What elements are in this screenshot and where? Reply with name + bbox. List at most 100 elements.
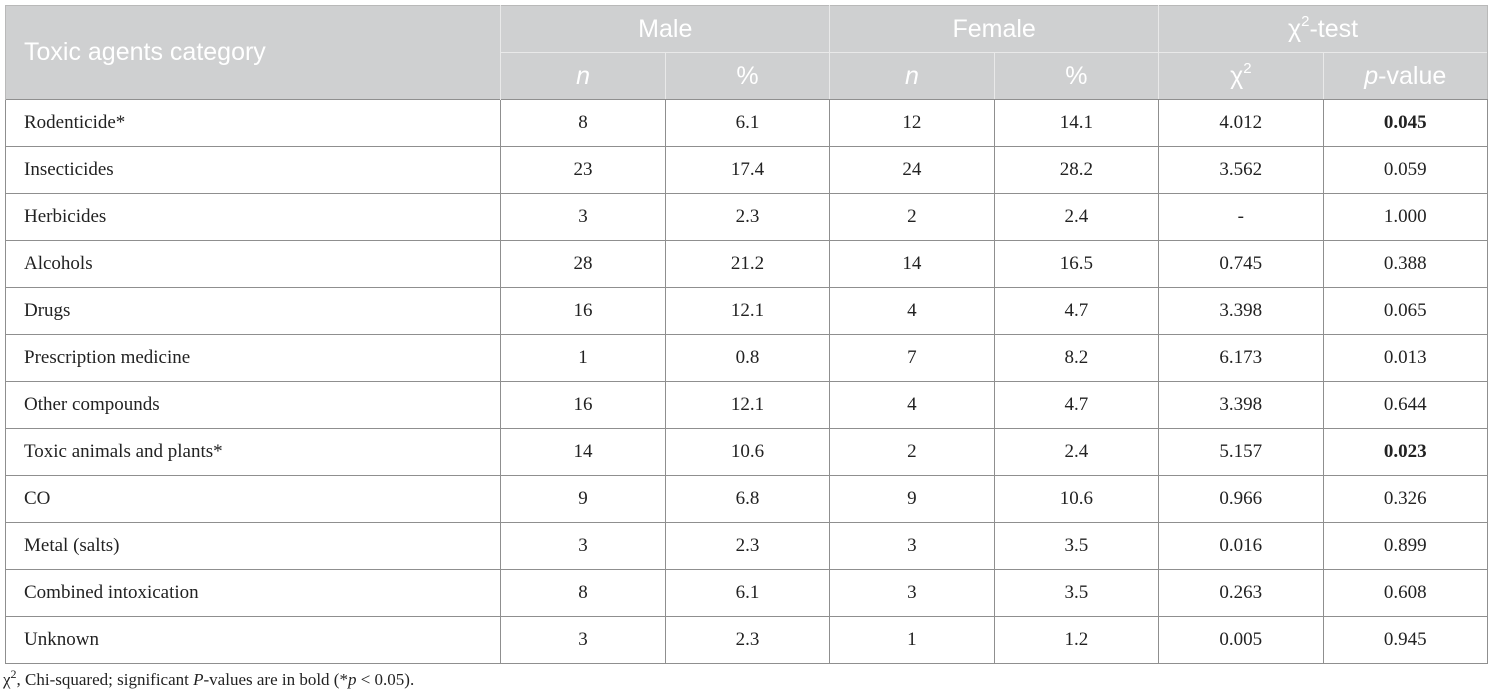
cell-male-pct: 6.8 — [664, 475, 831, 523]
cell-female-n: 1 — [829, 616, 995, 664]
cell-male-pct: 0.8 — [664, 334, 831, 382]
cell-p-value: 0.059 — [1322, 146, 1489, 194]
cell-p-value: 0.644 — [1322, 381, 1489, 429]
cell-female-n: 4 — [829, 287, 995, 335]
header-female: Female — [829, 5, 1160, 53]
footnote-text-1: , Chi-squared; significant — [16, 670, 194, 689]
cell-category: Rodenticide* — [4, 99, 502, 147]
header-row-subcolumns: n % n % χ2 p-value — [6, 52, 1489, 100]
header-male: Male — [500, 5, 831, 53]
header-category: Toxic agents category — [4, 5, 502, 100]
header-male-pct: % — [664, 52, 831, 100]
cell-female-n: 2 — [829, 193, 995, 241]
cell-category: Prescription medicine — [4, 334, 502, 382]
cell-female-pct: 4.7 — [993, 381, 1160, 429]
cell-p-value: 0.945 — [1322, 616, 1489, 664]
cell-chi2: 4.012 — [1158, 99, 1324, 147]
cell-male-n: 8 — [500, 569, 666, 617]
header-chi-test-suffix: -test — [1309, 14, 1359, 43]
cell-chi2: 0.966 — [1158, 475, 1324, 523]
cell-female-pct: 3.5 — [993, 569, 1160, 617]
cell-p-value: 0.326 — [1322, 475, 1489, 523]
cell-female-pct: 16.5 — [993, 240, 1160, 288]
cell-chi2: 0.005 — [1158, 616, 1324, 664]
header-chi2: χ2 — [1158, 52, 1324, 100]
cell-chi2: 6.173 — [1158, 334, 1324, 382]
cell-female-n: 4 — [829, 381, 995, 429]
header-row-groups: Toxic agents category Male Female χ2-tes… — [4, 5, 1488, 100]
table-row: Unknown 3 2.3 1 1.2 0.005 0.945 — [4, 616, 1489, 664]
cell-female-n: 7 — [829, 334, 995, 382]
cell-female-n: 9 — [829, 475, 995, 523]
cell-male-pct: 6.1 — [664, 569, 831, 617]
cell-p-value: 0.013 — [1322, 334, 1489, 382]
table-body: Rodenticide* 8 6.1 12 14.1 4.012 0.045 Insectic… — [4, 99, 1489, 664]
cell-p-value: 0.899 — [1322, 522, 1489, 570]
header-chi-test: χ2-test — [1158, 5, 1488, 53]
cell-male-n: 3 — [500, 193, 666, 241]
footnote-P: P — [193, 670, 204, 689]
footnote-p: p — [347, 670, 357, 689]
header-chi2-sup: 2 — [1243, 59, 1252, 77]
cell-category: Toxic animals and plants* — [4, 428, 502, 476]
cell-male-pct: 2.3 — [664, 616, 831, 664]
cell-male-pct: 17.4 — [664, 146, 831, 194]
table-footnote: χ2, Chi-squared; significant P-values ar… — [3, 668, 415, 690]
cell-male-pct: 12.1 — [664, 381, 831, 429]
table-row: Prescription medicine 1 0.8 7 8.2 6.173 0.013 — [4, 334, 1489, 382]
header-p-italic: p — [1364, 61, 1379, 90]
cell-female-n: 3 — [829, 522, 995, 570]
cell-female-n: 12 — [829, 99, 995, 147]
cell-female-pct: 14.1 — [993, 99, 1160, 147]
footnote-text-3: < 0.05). — [356, 670, 415, 689]
table-row: Combined intoxication 8 6.1 3 3.5 0.263 0.608 — [4, 569, 1489, 617]
cell-chi2: 3.398 — [1158, 287, 1324, 335]
header-chi-test-symbol: χ — [1287, 14, 1302, 43]
cell-chi2: - — [1158, 193, 1324, 241]
cell-category: Other compounds — [4, 381, 502, 429]
cell-p-value: 0.023 — [1322, 428, 1489, 476]
cell-female-n: 24 — [829, 146, 995, 194]
cell-male-n: 23 — [500, 146, 666, 194]
table-header: Toxic agents category Male Female χ2-tes… — [4, 5, 1489, 100]
cell-category: Alcohols — [4, 240, 502, 288]
cell-female-n: 14 — [829, 240, 995, 288]
cell-male-pct: 2.3 — [664, 522, 831, 570]
cell-female-pct: 3.5 — [993, 522, 1160, 570]
cell-female-n: 3 — [829, 569, 995, 617]
cell-p-value: 1.000 — [1322, 193, 1489, 241]
cell-male-pct: 6.1 — [664, 99, 831, 147]
cell-chi2: 5.157 — [1158, 428, 1324, 476]
table-row: CO 9 6.8 9 10.6 0.966 0.326 — [4, 475, 1489, 523]
cell-male-n: 9 — [500, 475, 666, 523]
cell-category: Drugs — [4, 287, 502, 335]
header-p-value: p-value — [1322, 52, 1489, 100]
cell-category: Insecticides — [4, 146, 502, 194]
cell-p-value: 0.608 — [1322, 569, 1489, 617]
header-p-suffix: -value — [1378, 61, 1447, 90]
cell-female-pct: 8.2 — [993, 334, 1160, 382]
table-row: Drugs 16 12.1 4 4.7 3.398 0.065 — [4, 287, 1489, 335]
footnote-text-2: -values are in bold (* — [203, 670, 348, 689]
cell-male-n: 3 — [500, 522, 666, 570]
cell-category: Herbicides — [4, 193, 502, 241]
results-table-container: Toxic agents category Male Female χ2-tes… — [4, 5, 1489, 664]
table-row: Alcohols 28 21.2 14 16.5 0.745 0.388 — [4, 240, 1489, 288]
cell-category: Metal (salts) — [4, 522, 502, 570]
cell-chi2: 3.562 — [1158, 146, 1324, 194]
cell-chi2: 0.745 — [1158, 240, 1324, 288]
table-row: Other compounds 16 12.1 4 4.7 3.398 0.644 — [4, 381, 1489, 429]
cell-female-pct: 2.4 — [993, 428, 1160, 476]
cell-female-pct: 2.4 — [993, 193, 1160, 241]
cell-male-n: 1 — [500, 334, 666, 382]
header-male-n: n — [500, 52, 666, 100]
cell-chi2: 0.016 — [1158, 522, 1324, 570]
header-chi-test-sup: 2 — [1301, 12, 1310, 30]
cell-female-pct: 4.7 — [993, 287, 1160, 335]
table-row: Rodenticide* 8 6.1 12 14.1 4.012 0.045 — [4, 99, 1489, 147]
cell-female-pct: 1.2 — [993, 616, 1160, 664]
cell-female-pct: 28.2 — [993, 146, 1160, 194]
cell-category: CO — [4, 475, 502, 523]
cell-male-n: 28 — [500, 240, 666, 288]
header-female-pct: % — [993, 52, 1160, 100]
